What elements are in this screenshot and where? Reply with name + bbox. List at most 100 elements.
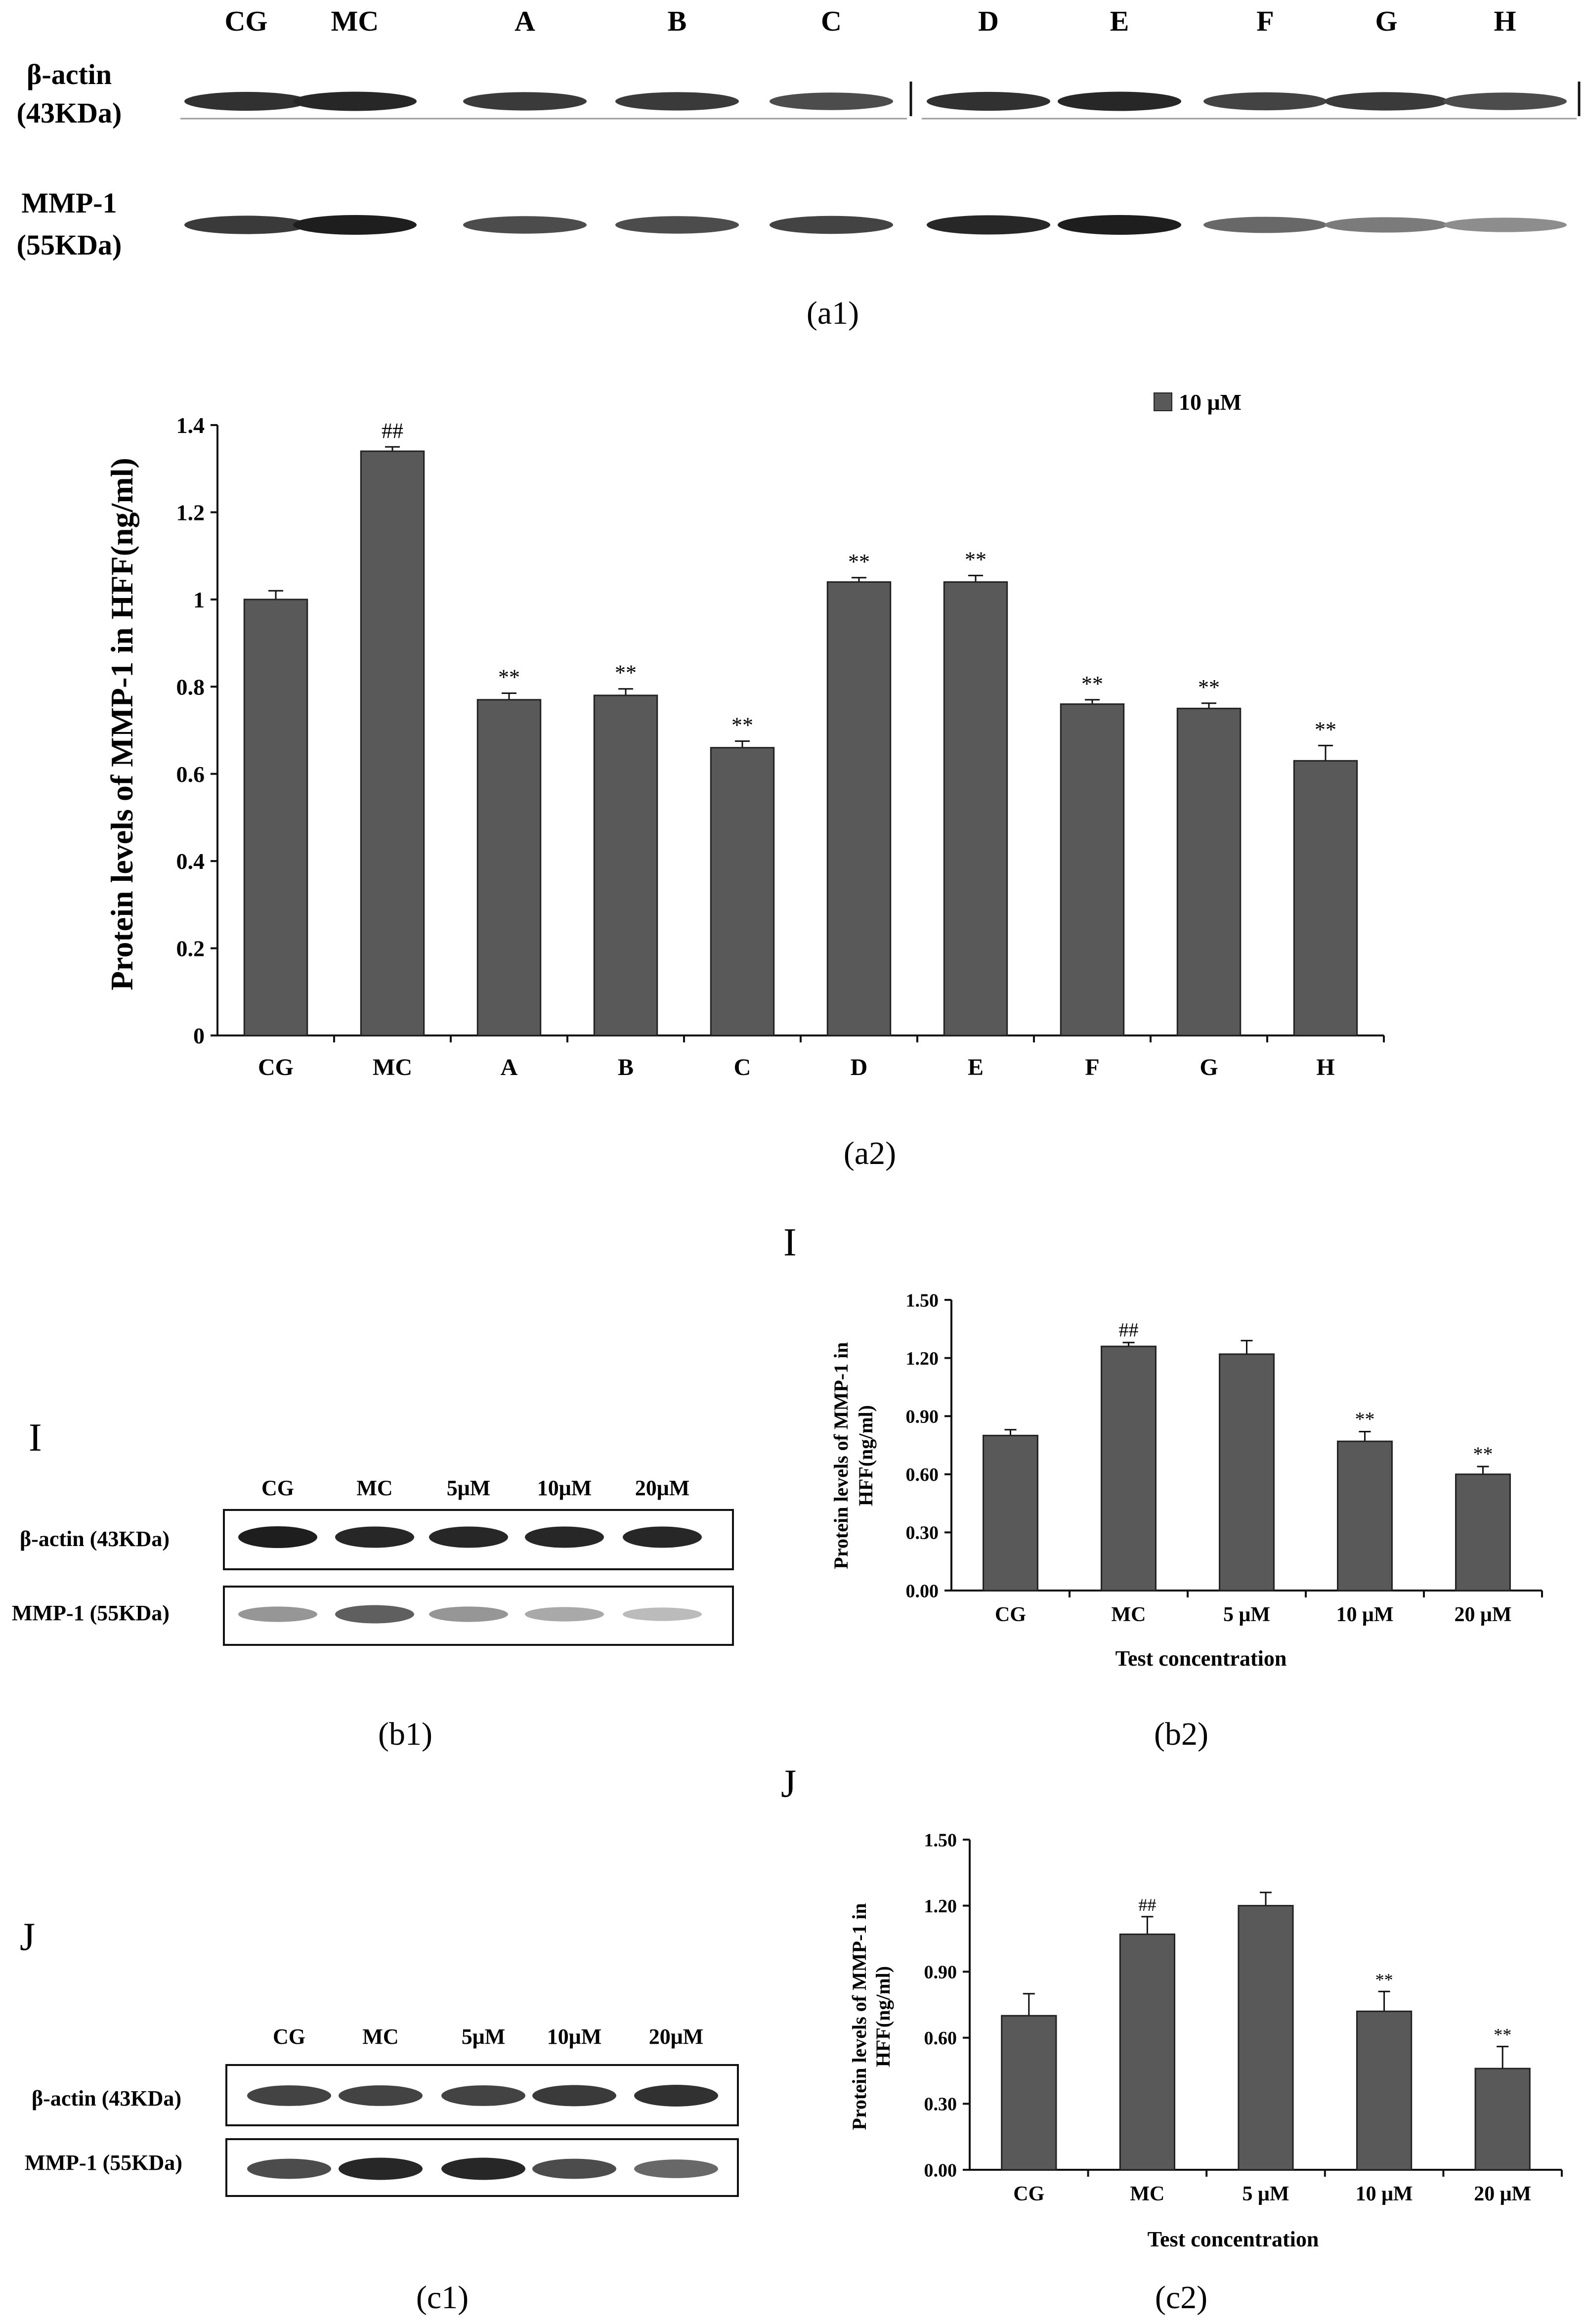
a1-mmp1-band bbox=[1443, 217, 1567, 232]
b2-y-tick-label: 1.20 bbox=[906, 1348, 939, 1369]
c2-y-tick-label: 0.60 bbox=[924, 2028, 957, 2049]
c2-y-tick-label: 1.20 bbox=[924, 1896, 957, 1917]
c2-y-axis-label-line1: Protein levels of MMP-1 in bbox=[848, 1903, 870, 2130]
a1-mmp1-label-line1: MMP-1 bbox=[21, 187, 117, 219]
a1-actin-band bbox=[293, 91, 417, 111]
chart-b2: I 0.00 0.30 0.60 0.90 1.20 1.50 CG MC ## 5 μM 10 μ… bbox=[783, 1221, 1543, 1752]
c1-actin-band bbox=[532, 2085, 616, 2107]
a1-mmp1-band bbox=[1203, 216, 1327, 233]
a1-mmp1-band bbox=[770, 215, 893, 234]
a1-mmp1-band bbox=[184, 215, 308, 234]
c2-category-label: MC bbox=[1130, 2183, 1164, 2205]
b2-significance-label: ** bbox=[1355, 1408, 1375, 1430]
blot-a1: CG MC A B C D E F G H β-actin (43KDa) MMP-1 (55KD… bbox=[17, 5, 1581, 331]
c2-y-tick-label: 0.00 bbox=[924, 2160, 957, 2181]
a1-lane-label: MC bbox=[331, 5, 379, 37]
c1-lane-label: 10μM bbox=[547, 2024, 601, 2049]
a2-legend-label: 10 μM bbox=[1179, 389, 1242, 415]
a1-mmp1-band bbox=[927, 215, 1050, 235]
a1-mmp1-band bbox=[1325, 217, 1448, 233]
a2-bar bbox=[826, 581, 892, 1036]
b2-category-label: MC bbox=[1112, 1603, 1146, 1626]
b2-bar bbox=[1455, 1473, 1511, 1592]
c2-x-axis-label: Test concentration bbox=[1148, 2227, 1319, 2251]
c1-mmp1-band bbox=[339, 2157, 423, 2180]
a1-actin-band bbox=[1325, 92, 1448, 111]
b2-panel-letter: I bbox=[783, 1221, 797, 1264]
c2-bar bbox=[1356, 2010, 1413, 2171]
c1-actin-band bbox=[247, 2085, 331, 2106]
a1-actin-band bbox=[1443, 92, 1567, 110]
c1-mmp1-label: MMP-1 (55KDa) bbox=[25, 2151, 182, 2175]
b2-y-axis-label-line1: Protein levels of MMP-1 in bbox=[830, 1342, 852, 1569]
a1-lane-label: H bbox=[1494, 5, 1516, 37]
a2-significance-label: ** bbox=[965, 547, 986, 571]
a2-y-tick-label: 0.4 bbox=[176, 849, 205, 874]
c1-actin-membrane bbox=[225, 2064, 739, 2126]
b2-category-label: 5 μM bbox=[1223, 1603, 1270, 1626]
b1-panel-letter: I bbox=[29, 1416, 42, 1460]
c1-mmp1-membrane bbox=[225, 2138, 739, 2197]
b1-lane-label: CG bbox=[261, 1476, 294, 1500]
b1-actin-band bbox=[429, 1526, 508, 1548]
c2-panel-letter: J bbox=[781, 1762, 796, 1806]
b2-y-axis-label-line2: HFF(ng/ml) bbox=[855, 1405, 877, 1506]
a2-bar bbox=[943, 581, 1008, 1036]
a2-y-tick-label: 1 bbox=[193, 587, 205, 612]
chart-a2: 0 0.2 0.4 0.6 0.8 1 1.2 1.4 CG MC ## A ** B ** C ** D ** E *… bbox=[104, 389, 1385, 1171]
a2-caption: (a2) bbox=[844, 1135, 896, 1171]
blot-b1: I CG MC 5μM 10μM 20μM β-actin (43KDa) MMP-1 … bbox=[12, 1416, 734, 1752]
a1-lane-label: G bbox=[1375, 5, 1397, 37]
b1-actin-band bbox=[525, 1526, 604, 1548]
b1-lane-label: 10μM bbox=[537, 1476, 592, 1500]
b2-x-axis-label: Test concentration bbox=[1115, 1646, 1287, 1671]
a2-y-tick-label: 0 bbox=[193, 1023, 205, 1048]
c1-actin-band bbox=[441, 2085, 525, 2106]
a2-y-tick-label: 1.2 bbox=[176, 500, 205, 525]
a2-category-label: E bbox=[968, 1054, 984, 1080]
c1-mmp1-band bbox=[532, 2158, 616, 2179]
c2-significance-label: ** bbox=[1494, 2025, 1511, 2045]
c2-y-tick-label: 0.90 bbox=[924, 1962, 957, 1983]
a1-actin-band bbox=[1203, 92, 1327, 111]
a1-lane-label: F bbox=[1256, 5, 1274, 37]
c1-lane-label: MC bbox=[362, 2024, 398, 2049]
b2-category-label: 20 μM bbox=[1455, 1603, 1512, 1626]
a1-mmp1-band bbox=[1058, 215, 1181, 235]
a1-actin-band bbox=[184, 91, 308, 111]
a1-lane-label: A bbox=[514, 5, 535, 37]
a1-actin-label-line1: β-actin bbox=[27, 58, 112, 90]
b2-category-label: 10 μM bbox=[1336, 1603, 1394, 1626]
b2-caption: (b2) bbox=[1154, 1716, 1208, 1752]
b1-mmp1-label: MMP-1 (55KDa) bbox=[12, 1601, 170, 1625]
a2-y-tick-label: 1.4 bbox=[176, 413, 205, 438]
a2-category-label: H bbox=[1316, 1054, 1334, 1080]
a2-bar bbox=[1060, 703, 1125, 1036]
c2-bar bbox=[1119, 1933, 1176, 2171]
c1-lane-label: 20μM bbox=[649, 2024, 703, 2049]
b1-caption: (b1) bbox=[378, 1716, 432, 1752]
b1-mmp1-band bbox=[238, 1606, 317, 1622]
c2-caption: (c2) bbox=[1155, 2280, 1207, 2316]
a2-bar bbox=[243, 599, 308, 1036]
a1-mmp1-label-line2: (55KDa) bbox=[17, 229, 122, 261]
a1-lane-label: CG bbox=[225, 5, 268, 37]
a1-actin-band bbox=[927, 91, 1050, 111]
b1-actin-membrane bbox=[223, 1509, 734, 1570]
b2-bar bbox=[1101, 1345, 1157, 1592]
c2-bar bbox=[1238, 1905, 1294, 2171]
b2-y-tick-label: 0.00 bbox=[906, 1581, 939, 1601]
chart-c2: J 0.00 0.30 0.60 0.90 1.20 1.50 CG MC ## 5 μM 10 μ… bbox=[781, 1762, 1563, 2316]
blot-c1: J CG MC 5μM 10μM 20μM β-actin (43KDa) MMP-1 … bbox=[20, 1915, 739, 2316]
a1-actin-band bbox=[1058, 91, 1181, 111]
a2-bar bbox=[476, 699, 542, 1036]
c2-significance-label: ** bbox=[1375, 1970, 1393, 1989]
b1-mmp1-band bbox=[623, 1607, 702, 1621]
c1-mmp1-band bbox=[441, 2157, 525, 2180]
a2-category-label: A bbox=[501, 1054, 518, 1080]
a2-significance-label: ** bbox=[1315, 717, 1336, 741]
a2-y-tick-label: 0.8 bbox=[176, 674, 205, 699]
b2-y-tick-label: 0.90 bbox=[906, 1407, 939, 1427]
c1-actin-band bbox=[634, 2085, 718, 2107]
c2-category-label: 20 μM bbox=[1474, 2183, 1531, 2205]
